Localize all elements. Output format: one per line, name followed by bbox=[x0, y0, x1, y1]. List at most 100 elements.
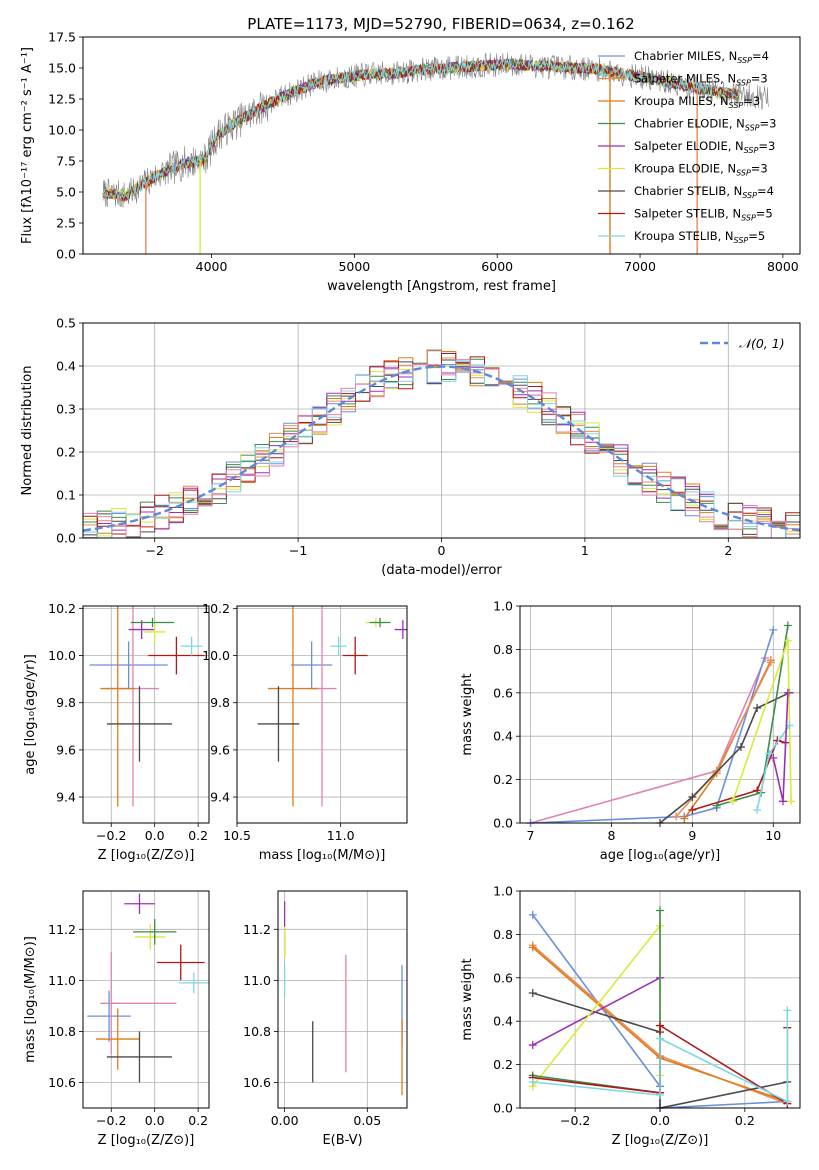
weight-marker bbox=[656, 1034, 664, 1043]
y-tick-label: 10.6 bbox=[48, 1075, 76, 1090]
legend-label: Salpeter STELIB, NSSP=5 bbox=[634, 207, 773, 223]
mass-vs-ebv-panel: 0.00 0.05 10.6 10.8 11.0 11.2 E(B-V) bbox=[243, 890, 408, 1148]
weight-marker bbox=[656, 1021, 664, 1030]
x-tick-label: 0 bbox=[438, 543, 446, 558]
legend-label: Salpeter ELODIE, NSSP=3 bbox=[634, 139, 775, 155]
weight-marker bbox=[688, 805, 697, 814]
y-tick-label: 0.6 bbox=[493, 970, 513, 985]
weight-marker bbox=[528, 988, 537, 997]
legend-label-main: Chabrier ELODIE, N bbox=[634, 117, 745, 131]
y-tick-label: 0.4 bbox=[493, 1014, 513, 1029]
y-tick-label: 9.8 bbox=[56, 695, 76, 710]
y-tick-label: 0.3 bbox=[56, 402, 76, 417]
y-tick-label: 10.8 bbox=[243, 1024, 271, 1039]
weight-plot-area bbox=[526, 621, 796, 827]
x-tick-label: 8000 bbox=[767, 259, 799, 274]
y-axis-label: Normed distribution bbox=[20, 366, 35, 496]
legend-label-sub: SSP bbox=[736, 169, 751, 178]
legend-label-main: Kroupa STELIB, N bbox=[634, 229, 734, 243]
x-axis-label: E(B-V) bbox=[322, 1133, 362, 1148]
y-tick-label: 0.4 bbox=[493, 729, 513, 744]
x-tick-label: 0.2 bbox=[735, 1113, 755, 1128]
legend-label-main: Chabrier STELIB, N bbox=[634, 184, 742, 198]
y-tick-label: 10.2 bbox=[48, 601, 76, 616]
y-tick-label: 0.8 bbox=[493, 642, 513, 657]
weight-marker bbox=[769, 625, 778, 634]
y-tick-label: 11.0 bbox=[48, 973, 76, 988]
legend-label-sub: SSP bbox=[741, 214, 756, 223]
weight-marker bbox=[783, 1006, 792, 1015]
legend-label-main: Kroupa MILES, N bbox=[634, 94, 729, 108]
axes-frame bbox=[519, 605, 801, 824]
x-axis-label: (data-model)/error bbox=[381, 563, 502, 578]
x-tick-label: −0.2 bbox=[96, 1113, 126, 1128]
legend-label: Kroupa ELODIE, NSSP=3 bbox=[634, 162, 768, 178]
x-axis-label: wavelength [Angstrom, rest frame] bbox=[327, 279, 556, 294]
x-axis-label: Z [log₁₀(Z/Z⊙)] bbox=[612, 1133, 709, 1148]
legend-label-value: =4 bbox=[757, 184, 774, 198]
y-tick-label: 1.0 bbox=[493, 884, 513, 899]
legend-label-sub: SSP bbox=[734, 236, 749, 245]
axes-frame bbox=[519, 890, 801, 1109]
y-tick-label: 2.5 bbox=[56, 216, 76, 231]
x-tick-label: 0.2 bbox=[188, 1113, 208, 1128]
legend-label-sub: SSP bbox=[744, 146, 759, 155]
x-axis-label: age [log₁₀(age/yr)] bbox=[600, 848, 721, 863]
axes-frame bbox=[82, 605, 210, 824]
y-axis-label: mass weight bbox=[460, 673, 475, 755]
y-tick-label: 0.2 bbox=[493, 1057, 513, 1072]
weight-series-line bbox=[532, 977, 661, 1046]
weight-marker bbox=[783, 688, 792, 697]
y-tick-label: 9.8 bbox=[210, 695, 230, 710]
x-tick-label: 0.00 bbox=[271, 1113, 299, 1128]
y-tick-label: 0.8 bbox=[493, 927, 513, 942]
age-vs-z-panel: −0.2 0.0 0.2 9.4 9.6 9.8 10.0 10.2 Z [log₁₀(Z/Z⊙… bbox=[23, 601, 210, 863]
weight-marker bbox=[528, 1041, 537, 1050]
residuals-panel: −2 −1 0 1 2 0.0 0.1 0.2 0.3 0.4 0.5 (data-model)/er… bbox=[20, 316, 801, 578]
weight-marker bbox=[736, 743, 745, 752]
weight-marker bbox=[688, 792, 697, 801]
y-tick-label: 9.4 bbox=[210, 790, 230, 805]
weight-marker bbox=[769, 753, 778, 762]
spectrum-panel: 4000 5000 6000 7000 8000 0.0 2.5 5.0 7.5 10.0 12.5… bbox=[20, 30, 801, 294]
x-tick-label: 8 bbox=[607, 828, 615, 843]
y-tick-label: 10.8 bbox=[48, 1024, 76, 1039]
x-tick-label: −0.2 bbox=[560, 1113, 590, 1128]
y-tick-label: 10.0 bbox=[48, 648, 76, 663]
mass-vs-z-panel: −0.2 0.0 0.2 10.6 10.8 11.0 11.2 Z [log₁₀(Z/Z⊙)… bbox=[23, 890, 210, 1148]
weight-marker bbox=[656, 906, 664, 915]
x-tick-label: 0.0 bbox=[145, 828, 165, 843]
legend-label-main: Salpeter STELIB, N bbox=[634, 207, 741, 221]
legend-label-value: =5 bbox=[756, 207, 773, 221]
y-tick-label: 0.6 bbox=[493, 685, 513, 700]
axes-frame bbox=[82, 890, 210, 1109]
y-tick-label: 7.5 bbox=[56, 154, 76, 169]
weight-vs-age-panel: 7 8 9 10 0.0 0.2 0.4 0.6 0.8 1.0 age [log₁₀(age/yr… bbox=[460, 599, 801, 863]
weight-vs-z-panel: −0.2 0.0 0.2 0.0 0.2 0.4 0.6 0.8 1.0 Z [log₁₀(Z/Z… bbox=[460, 884, 801, 1148]
weight-marker bbox=[528, 943, 537, 952]
x-tick-label: 4000 bbox=[196, 259, 228, 274]
spectrum-plot-area bbox=[102, 52, 769, 254]
legend-label-value: =3 bbox=[751, 162, 768, 176]
legend-label-main: Salpeter ELODIE, N bbox=[634, 139, 744, 153]
y-tick-label: 17.5 bbox=[48, 30, 76, 45]
x-tick-label: 0.2 bbox=[188, 828, 208, 843]
x-axis-label: Z [log₁₀(Z/Z⊙)] bbox=[98, 1133, 195, 1148]
legend-label-value: =3 bbox=[743, 94, 760, 108]
x-tick-label: 0.0 bbox=[145, 1113, 165, 1128]
weight-marker bbox=[656, 1090, 664, 1099]
legend-label: Chabrier MILES, NSSP=4 bbox=[634, 49, 769, 65]
histogram-step bbox=[83, 359, 800, 538]
weight-marker bbox=[528, 1077, 537, 1086]
y-tick-label: 0.0 bbox=[56, 247, 76, 262]
weight-marker bbox=[680, 814, 689, 823]
weight-marker bbox=[779, 797, 788, 806]
x-tick-label: −0.2 bbox=[96, 828, 126, 843]
y-tick-label: 10.0 bbox=[48, 123, 76, 138]
errorbar-plot-area bbox=[89, 606, 205, 807]
histogram-step bbox=[83, 350, 800, 538]
x-tick-label: 0.0 bbox=[650, 1113, 670, 1128]
legend-label: Kroupa MILES, NSSP=3 bbox=[634, 94, 760, 110]
